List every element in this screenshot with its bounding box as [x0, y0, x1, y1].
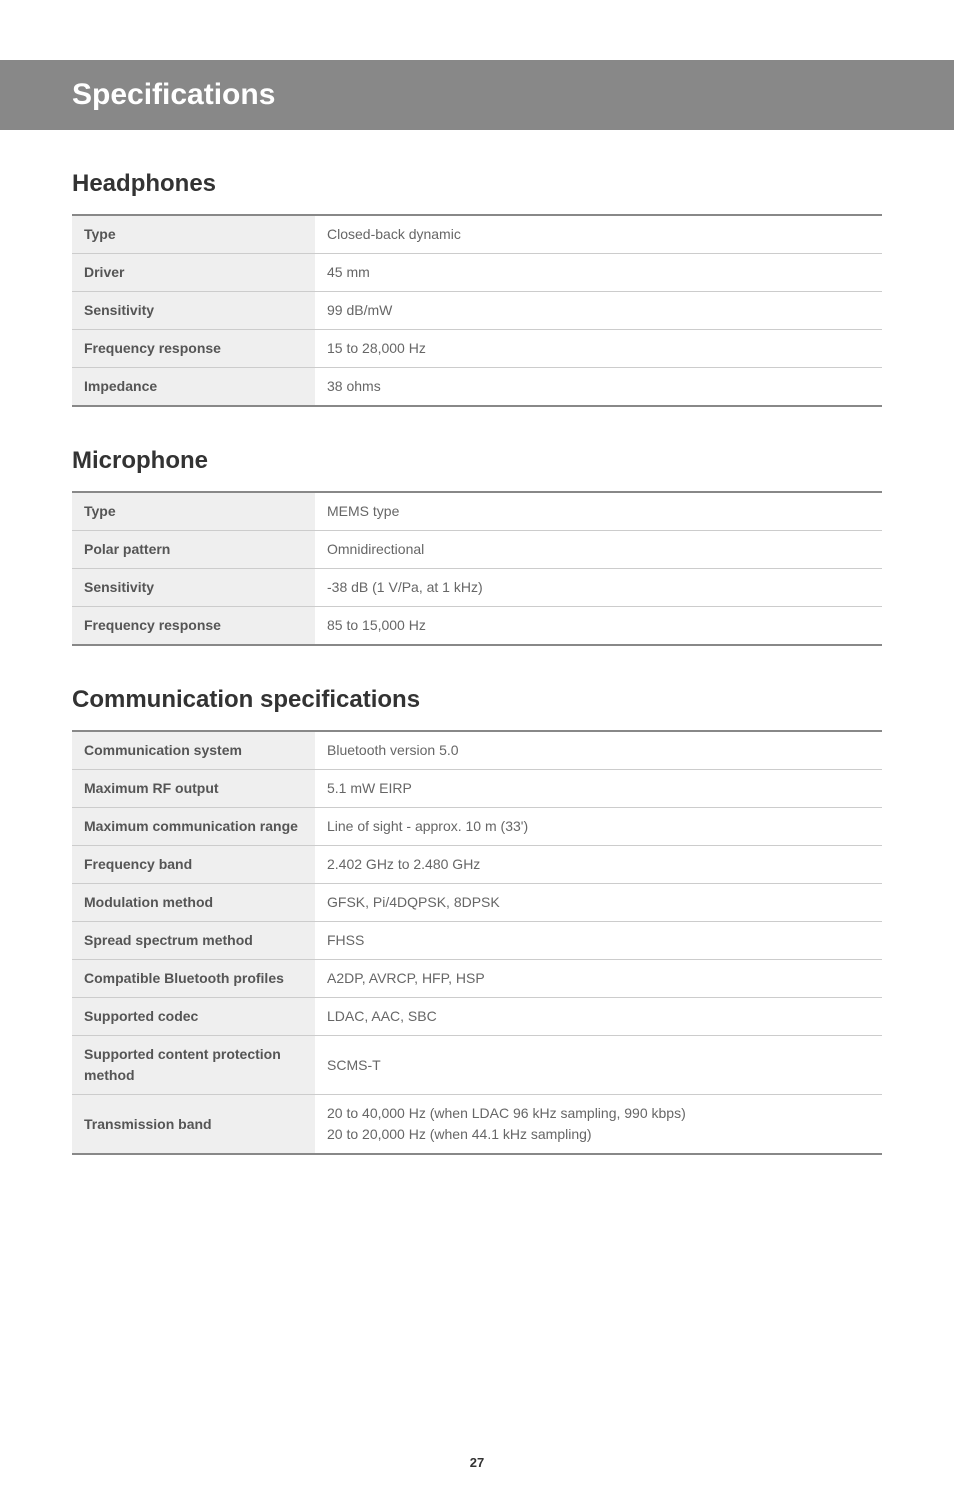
table-row: Transmission band 20 to 40,000 Hz (when … [72, 1095, 882, 1155]
spec-label: Driver [72, 254, 315, 292]
spec-label: Sensitivity [72, 292, 315, 330]
spec-value: 5.1 mW EIRP [315, 770, 882, 808]
spec-value: Omnidirectional [315, 531, 882, 569]
spec-label: Frequency response [72, 607, 315, 646]
section-headphones: Headphones Type Closed-back dynamic Driv… [72, 170, 882, 407]
table-row: Spread spectrum method FHSS [72, 922, 882, 960]
spec-value: MEMS type [315, 492, 882, 531]
table-row: Sensitivity 99 dB/mW [72, 292, 882, 330]
spec-label: Frequency band [72, 846, 315, 884]
page: Specifications Headphones Type Closed-ba… [0, 60, 954, 1510]
spec-value: SCMS-T [315, 1036, 882, 1095]
spec-value: 20 to 40,000 Hz (when LDAC 96 kHz sampli… [315, 1095, 882, 1155]
spec-label: Impedance [72, 368, 315, 407]
spec-value: 45 mm [315, 254, 882, 292]
spec-label: Compatible Bluetooth profiles [72, 960, 315, 998]
content-area: Headphones Type Closed-back dynamic Driv… [0, 170, 954, 1155]
table-row: Polar pattern Omnidirectional [72, 531, 882, 569]
table-row: Supported codec LDAC, AAC, SBC [72, 998, 882, 1036]
table-row: Impedance 38 ohms [72, 368, 882, 407]
table-row: Type Closed-back dynamic [72, 215, 882, 254]
section-heading: Microphone [72, 447, 882, 475]
spec-label: Frequency response [72, 330, 315, 368]
spec-value: Line of sight - approx. 10 m (33') [315, 808, 882, 846]
table-row: Maximum RF output 5.1 mW EIRP [72, 770, 882, 808]
page-title: Specifications [72, 78, 930, 112]
spec-label: Sensitivity [72, 569, 315, 607]
spec-value: -38 dB (1 V/Pa, at 1 kHz) [315, 569, 882, 607]
section-communication: Communication specifications Communicati… [72, 686, 882, 1155]
spec-value: 99 dB/mW [315, 292, 882, 330]
spec-value: Closed-back dynamic [315, 215, 882, 254]
spec-value: GFSK, Pi/4DQPSK, 8DPSK [315, 884, 882, 922]
spec-value: 2.402 GHz to 2.480 GHz [315, 846, 882, 884]
section-heading: Headphones [72, 170, 882, 198]
spec-value: 15 to 28,000 Hz [315, 330, 882, 368]
page-number: 27 [0, 1455, 954, 1470]
table-row: Communication system Bluetooth version 5… [72, 731, 882, 770]
section-heading: Communication specifications [72, 686, 882, 714]
spec-table-microphone: Type MEMS type Polar pattern Omnidirecti… [72, 491, 882, 646]
spec-label: Communication system [72, 731, 315, 770]
table-row: Type MEMS type [72, 492, 882, 531]
table-row: Frequency response 15 to 28,000 Hz [72, 330, 882, 368]
table-row: Supported content protection method SCMS… [72, 1036, 882, 1095]
table-row: Frequency band 2.402 GHz to 2.480 GHz [72, 846, 882, 884]
spec-label: Maximum RF output [72, 770, 315, 808]
spec-label: Spread spectrum method [72, 922, 315, 960]
spec-value: LDAC, AAC, SBC [315, 998, 882, 1036]
spec-label: Modulation method [72, 884, 315, 922]
spec-value: FHSS [315, 922, 882, 960]
table-row: Frequency response 85 to 15,000 Hz [72, 607, 882, 646]
spec-table-headphones: Type Closed-back dynamic Driver 45 mm Se… [72, 214, 882, 407]
spec-table-communication: Communication system Bluetooth version 5… [72, 730, 882, 1155]
section-microphone: Microphone Type MEMS type Polar pattern … [72, 447, 882, 646]
spec-label: Supported content protection method [72, 1036, 315, 1095]
spec-label: Supported codec [72, 998, 315, 1036]
table-row: Modulation method GFSK, Pi/4DQPSK, 8DPSK [72, 884, 882, 922]
table-row: Maximum communication range Line of sigh… [72, 808, 882, 846]
spec-value: A2DP, AVRCP, HFP, HSP [315, 960, 882, 998]
spec-label: Type [72, 215, 315, 254]
spec-label: Polar pattern [72, 531, 315, 569]
table-row: Compatible Bluetooth profiles A2DP, AVRC… [72, 960, 882, 998]
table-row: Sensitivity -38 dB (1 V/Pa, at 1 kHz) [72, 569, 882, 607]
spec-value: 85 to 15,000 Hz [315, 607, 882, 646]
spec-label: Maximum communication range [72, 808, 315, 846]
table-row: Driver 45 mm [72, 254, 882, 292]
spec-value: 38 ohms [315, 368, 882, 407]
spec-label: Type [72, 492, 315, 531]
spec-label: Transmission band [72, 1095, 315, 1155]
title-bar: Specifications [0, 60, 954, 130]
spec-value: Bluetooth version 5.0 [315, 731, 882, 770]
